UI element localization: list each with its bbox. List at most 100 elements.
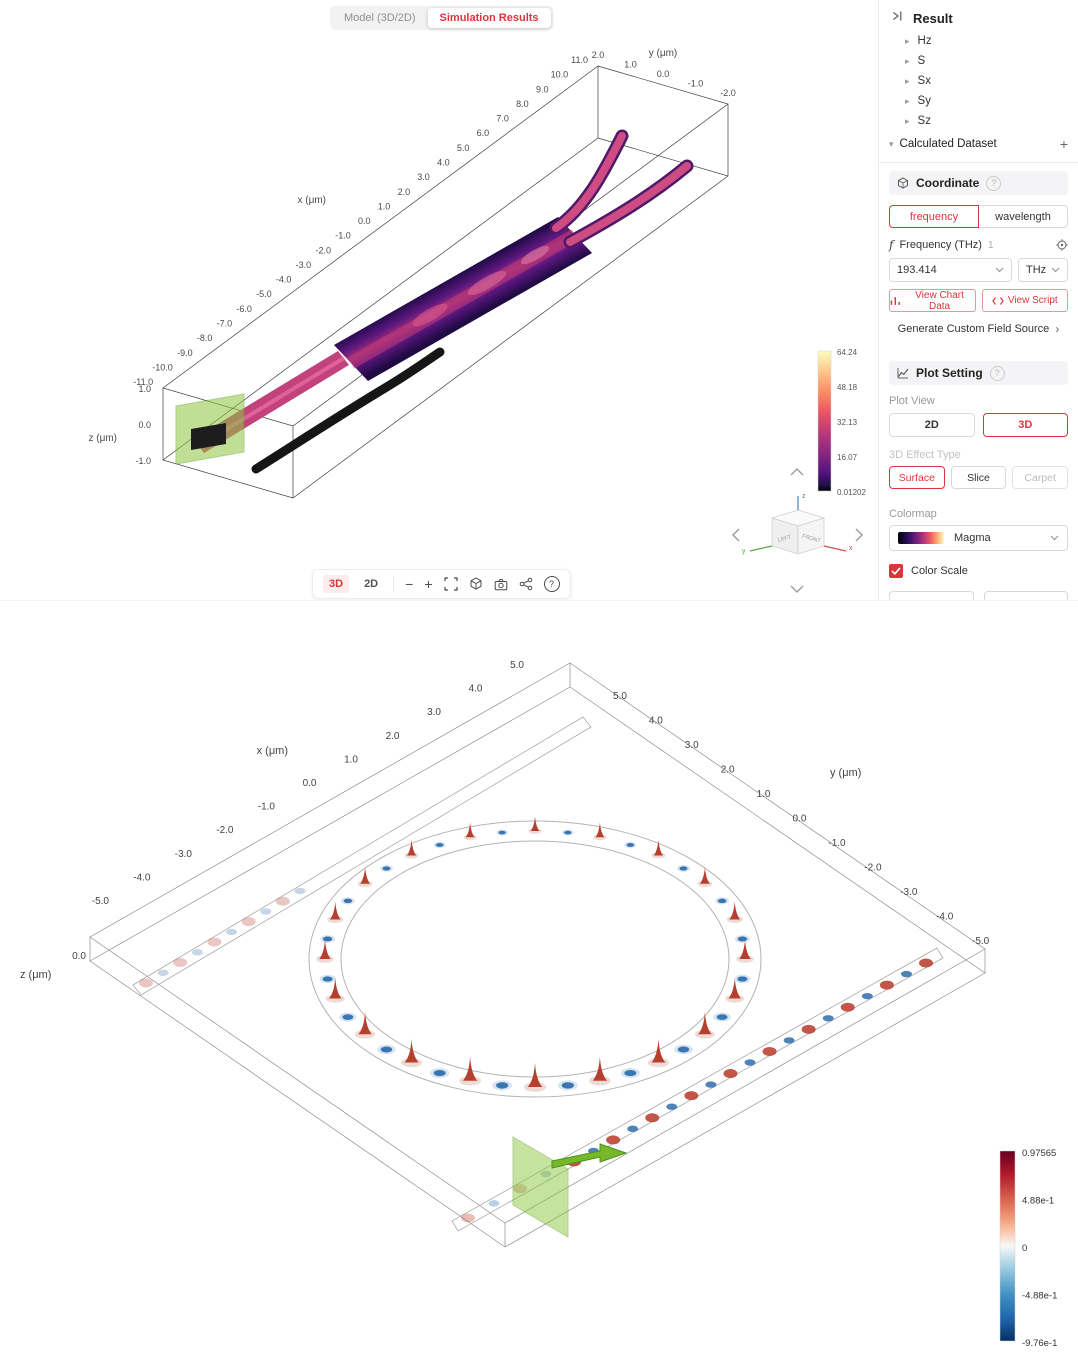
effect-carpet-button[interactable]: Carpet <box>1012 466 1069 489</box>
tab-model[interactable]: Model (3D/2D) <box>332 8 428 28</box>
viewer-2d-button[interactable]: 2D <box>364 578 379 590</box>
svg-text:16.07: 16.07 <box>837 453 858 462</box>
through-bus-field <box>139 887 306 988</box>
svg-text:-3.0: -3.0 <box>296 260 312 270</box>
zoom-in-button[interactable]: + <box>424 576 433 592</box>
colormap-select[interactable]: Magma <box>889 525 1068 551</box>
plot-setting-title: Plot Setting <box>916 366 983 380</box>
collapse-arrow-icon[interactable]: ▾ <box>889 138 894 149</box>
color-scale-range-row <box>889 591 1068 600</box>
svg-text:-5.0: -5.0 <box>92 896 110 907</box>
color-scale-max-input[interactable] <box>983 591 1068 600</box>
top-3d-plot[interactable]: 11.010.09.0 8.0 7.0 6.0 5.0 4.0 3.0 2.0 1.0 0.0 -1… <box>0 0 878 600</box>
frequency-value-row: 193.414 THz <box>889 258 1068 282</box>
tree-item-sz[interactable]: ▸ Sz <box>889 111 1068 131</box>
svg-text:11.0: 11.0 <box>571 55 588 65</box>
y-axis-ticks: 5.0 4.0 3.0 2.0 1.0 0.0 -1.0 -2.0 -3.0 -4.0 -5.0 <box>613 691 990 947</box>
svg-text:1.0: 1.0 <box>624 60 637 70</box>
orbit-up-button[interactable] <box>790 467 804 476</box>
bottom-colorbar-ticks: 0.97565 4.88e-1 0 -4.88e-1 -9.76e-1 <box>1022 1148 1057 1349</box>
tree-item-hz[interactable]: ▸ Hz <box>889 31 1068 51</box>
expand-arrow-icon[interactable]: ▸ <box>905 115 910 126</box>
svg-text:-1.0: -1.0 <box>688 79 704 89</box>
tab-simulation-results[interactable]: Simulation Results <box>427 8 551 28</box>
plot-view-3d-button[interactable]: 3D <box>982 413 1068 437</box>
field-structure <box>193 129 694 474</box>
svg-text:-5.0: -5.0 <box>256 289 272 299</box>
color-scale-min-input[interactable] <box>889 591 974 600</box>
svg-text:-6.0: -6.0 <box>236 304 252 314</box>
fit-view-button[interactable] <box>443 577 458 591</box>
viewer-toolbar: 3D 2D − + <box>312 569 571 599</box>
frequency-label: Frequency (THz) <box>899 239 982 251</box>
add-dataset-button[interactable]: + <box>1059 136 1068 152</box>
svg-text:9.0: 9.0 <box>536 84 549 94</box>
screenshot-button[interactable] <box>494 578 508 591</box>
svg-text:32.13: 32.13 <box>837 418 858 427</box>
expand-arrow-icon[interactable]: ▸ <box>905 55 910 66</box>
frequency-tab[interactable]: frequency <box>889 205 979 228</box>
calculated-dataset-row[interactable]: ▾ Calculated Dataset + <box>889 131 1068 157</box>
collapse-panel-icon[interactable] <box>891 9 903 27</box>
tree-item-s[interactable]: ▸ S <box>889 51 1068 71</box>
svg-text:-4.88e-1: -4.88e-1 <box>1022 1291 1057 1302</box>
view-script-label: View Script <box>1007 295 1058 306</box>
input-bus-field <box>567 958 933 1167</box>
perspective-button[interactable] <box>469 577 483 591</box>
effect-surface-button[interactable]: Surface <box>889 466 945 489</box>
expand-arrow-icon[interactable]: ▸ <box>905 95 910 106</box>
svg-text:3.0: 3.0 <box>417 172 430 182</box>
plot-setting-help-icon[interactable]: ? <box>989 365 1005 381</box>
coordinate-help-icon[interactable]: ? <box>986 175 1002 191</box>
view-script-button[interactable]: View Script <box>981 289 1068 312</box>
svg-text:10.0: 10.0 <box>551 70 569 80</box>
chevron-down-icon <box>1051 267 1060 273</box>
zoom-out-button[interactable]: − <box>405 576 414 592</box>
bottom-3d-plot[interactable]: 5.0 4.0 3.0 2.0 1.0 0.0 -1.0 -2.0 -3.0 -4.0 -5.0 x… <box>0 601 1078 1364</box>
view-cube[interactable]: LEFT FRONT z x y <box>742 493 853 555</box>
tree-item-label: Sx <box>917 75 931 87</box>
plot-view-options: 2D 3D <box>889 413 1068 437</box>
effect-type-options: Surface Slice Carpet <box>889 466 1069 489</box>
coordinate-section-header[interactable]: Coordinate ? <box>889 171 1068 195</box>
svg-text:5.0: 5.0 <box>510 660 524 671</box>
view-chart-data-button[interactable]: View Chart Data <box>889 289 976 312</box>
injection-arrow <box>551 1143 628 1169</box>
frequency-value-select[interactable]: 193.414 <box>889 258 1012 282</box>
svg-text:2.0: 2.0 <box>721 765 735 776</box>
expand-arrow-icon[interactable]: ▸ <box>905 35 910 46</box>
calculated-dataset-label: Calculated Dataset <box>899 138 997 150</box>
color-scale-checkbox[interactable] <box>889 564 903 578</box>
tree-item-sx[interactable]: ▸ Sx <box>889 71 1068 91</box>
viewer-3d-button[interactable]: 3D <box>323 575 350 593</box>
effect-slice-button[interactable]: Slice <box>950 466 1007 489</box>
orbit-right-button[interactable] <box>855 528 864 542</box>
expand-arrow-icon[interactable]: ▸ <box>905 75 910 86</box>
plot-view-2d-button[interactable]: 2D <box>889 413 975 437</box>
svg-text:-4.0: -4.0 <box>936 912 954 923</box>
export-button[interactable] <box>519 577 533 591</box>
bottom-viewport[interactable]: 5.0 4.0 3.0 2.0 1.0 0.0 -1.0 -2.0 -3.0 -4.0 -5.0 x… <box>0 600 1078 1364</box>
unit-select[interactable]: THz <box>1018 258 1068 282</box>
orbit-left-button[interactable] <box>731 528 740 542</box>
top-viewport[interactable]: 11.0 10.0 9.0 8.0 7.0 6.0 5.0 4.0 3.0 2.0 1.0 0.0 -1… <box>0 0 878 600</box>
wavelength-tab[interactable]: wavelength <box>978 205 1068 228</box>
plot-setting-section-header[interactable]: Plot Setting ? <box>889 361 1068 385</box>
view-cube-left-face: LEFT <box>777 534 792 544</box>
help-button[interactable]: ? <box>543 576 560 592</box>
tree-item-sy[interactable]: ▸ Sy <box>889 91 1068 111</box>
colormap-swatch <box>898 532 944 544</box>
z-axis-ticks: 1.0 0.0 -1.0 <box>135 384 151 466</box>
coordinate-actions: View Chart Data View Script <box>889 289 1068 312</box>
generate-custom-field-source-link[interactable]: Generate Custom Field Source › <box>889 321 1068 337</box>
svg-text:0.97565: 0.97565 <box>1022 1148 1056 1159</box>
pick-point-button[interactable] <box>1056 239 1068 251</box>
ring-standing-wave-field <box>316 816 754 1092</box>
chevron-down-icon <box>995 267 1004 273</box>
svg-text:0: 0 <box>1022 1243 1027 1254</box>
svg-text:1.0: 1.0 <box>344 754 358 765</box>
orbit-down-button[interactable] <box>790 585 804 594</box>
top-colorbar: 64.24 48.18 32.13 16.07 0.01202 <box>817 348 866 497</box>
svg-text:0.0: 0.0 <box>72 951 86 962</box>
